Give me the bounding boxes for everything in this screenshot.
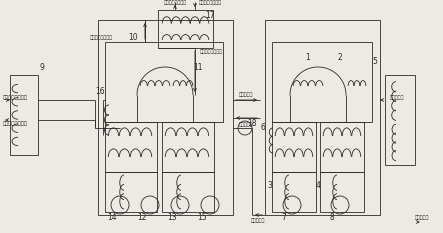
Text: 17: 17: [205, 10, 215, 20]
Text: 5: 5: [373, 58, 377, 66]
Bar: [272, 42, 372, 122]
Text: 2: 2: [338, 54, 342, 62]
Text: 4: 4: [315, 181, 320, 189]
Text: 第三次动热媒进口: 第三次动热媒进口: [198, 0, 222, 5]
Text: 第二次动热媒进口: 第二次动热媒进口: [200, 49, 223, 55]
Text: 10: 10: [128, 34, 138, 42]
Text: 一次网回水: 一次网回水: [239, 122, 253, 127]
Bar: [105, 122, 157, 172]
Text: 16: 16: [95, 88, 105, 96]
Text: 9: 9: [39, 64, 44, 72]
Text: 12: 12: [137, 213, 147, 223]
Bar: [320, 122, 364, 172]
Text: 1: 1: [306, 54, 311, 62]
Text: 15: 15: [197, 213, 207, 223]
Bar: [98, 20, 233, 215]
Bar: [162, 122, 214, 172]
Bar: [320, 172, 364, 212]
Text: 8: 8: [330, 213, 334, 223]
Bar: [162, 172, 214, 212]
Bar: [385, 75, 415, 165]
Text: 二次网供水: 二次网供水: [390, 95, 404, 99]
Bar: [158, 10, 213, 48]
Text: 18: 18: [247, 119, 257, 127]
Bar: [272, 172, 316, 212]
Bar: [265, 20, 380, 215]
Bar: [272, 122, 316, 172]
Text: 一次网供水: 一次网供水: [239, 92, 253, 97]
Bar: [105, 172, 157, 212]
Bar: [10, 75, 38, 155]
Text: 11: 11: [193, 64, 203, 72]
Text: 14: 14: [107, 213, 117, 223]
Text: 第三次动热媒出口: 第三次动热媒出口: [163, 0, 187, 5]
Text: 7: 7: [282, 213, 287, 223]
Text: 二次网回水: 二次网回水: [415, 216, 429, 220]
Text: 第一次动热媒出口: 第一次动热媒出口: [3, 120, 28, 126]
Text: 一次网回水: 一次网回水: [251, 218, 265, 223]
Text: 第一次动热媒进口: 第一次动热媒进口: [3, 95, 28, 99]
Text: 第二次动热媒出口: 第二次动热媒出口: [90, 35, 113, 41]
Text: 3: 3: [268, 181, 272, 189]
Bar: [105, 42, 223, 122]
Text: 13: 13: [167, 213, 177, 223]
Text: 6: 6: [260, 123, 265, 133]
